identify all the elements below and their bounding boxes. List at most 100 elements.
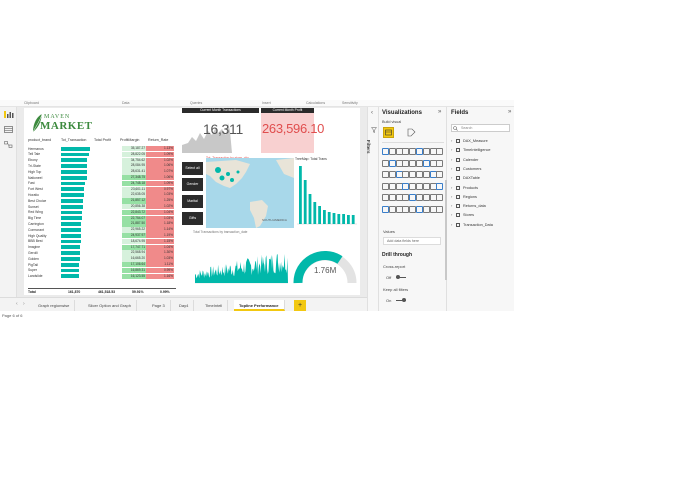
build-visual-icon[interactable]: [383, 127, 394, 138]
visual-type-icon[interactable]: [422, 205, 430, 213]
visual-type-icon[interactable]: [416, 182, 423, 190]
visual-type-icon[interactable]: [436, 182, 444, 190]
brand-bar[interactable]: [313, 202, 317, 224]
brand-bar[interactable]: [347, 215, 350, 224]
table-row[interactable]: Big Time 22,754.07 1.03%: [28, 215, 176, 221]
table-row[interactable]: Best Choice 21,857.12 1.25%: [28, 198, 176, 204]
visual-type-icon[interactable]: [429, 182, 437, 190]
chevron-right-icon[interactable]: ›: [451, 175, 453, 181]
chevron-right-icon[interactable]: ›: [451, 203, 453, 209]
tab-slicer-option[interactable]: Slicer Option and Graph: [83, 300, 137, 311]
brand-bar[interactable]: [351, 215, 355, 224]
slicer-gifts-button[interactable]: Gifts: [182, 212, 203, 225]
tab-next-icon[interactable]: ›: [23, 301, 25, 307]
cross-report-toggle[interactable]: [396, 275, 406, 279]
visual-type-icon[interactable]: [436, 205, 444, 213]
field-table-item[interactable]: › Customers: [451, 166, 511, 172]
table-row[interactable]: Fast 24,748.18 1.09%: [28, 180, 176, 187]
column-header[interactable]: ProfitMargin: [120, 138, 140, 142]
table-row[interactable]: Golden 16,665.20 1.03%: [28, 256, 176, 262]
visual-type-icon[interactable]: [422, 159, 430, 167]
visual-type-icon[interactable]: [402, 171, 410, 178]
tab-timeintell[interactable]: TimeIntell: [200, 300, 229, 311]
tab-topline-performance[interactable]: Topline Performance: [234, 300, 285, 311]
visual-type-icon[interactable]: [382, 171, 389, 178]
column-header[interactable]: product_brand: [28, 138, 52, 142]
brand-bar-chart[interactable]: [295, 162, 359, 230]
table-view-icon[interactable]: [4, 126, 13, 133]
visual-type-icon[interactable]: [422, 194, 430, 201]
chevron-right-icon[interactable]: ›: [451, 193, 453, 199]
visual-type-icon[interactable]: [382, 194, 389, 201]
chevron-right-icon[interactable]: ›: [451, 147, 453, 153]
field-table-item[interactable]: › Products: [451, 185, 511, 191]
table-row[interactable]: High Quality 24,937.97 1.19%: [28, 233, 176, 239]
field-table-item[interactable]: › Transaction_Data: [451, 222, 511, 228]
visual-type-icon[interactable]: [436, 159, 444, 167]
field-table-item[interactable]: › Stores: [451, 212, 511, 218]
chevron-right-icon[interactable]: ›: [451, 138, 453, 143]
visual-type-icon[interactable]: [429, 194, 437, 201]
field-table-item[interactable]: › Calender: [451, 157, 511, 163]
visual-type-icon[interactable]: [409, 171, 417, 178]
brand-bar[interactable]: [332, 213, 336, 224]
field-table-item[interactable]: › Regions: [451, 194, 511, 200]
keep-filters-toggle[interactable]: [396, 298, 406, 302]
table-row[interactable]: Imagine 17,747.71 1.04%: [28, 244, 176, 250]
brand-bar[interactable]: [342, 214, 345, 224]
visual-type-icon[interactable]: [402, 194, 410, 201]
visual-type-icon[interactable]: [422, 171, 430, 178]
visual-type-icon[interactable]: [382, 182, 389, 190]
visual-type-icon[interactable]: [388, 194, 396, 201]
brand-bar[interactable]: [303, 180, 307, 224]
visual-type-icon[interactable]: [429, 171, 437, 178]
table-row[interactable]: Carrington 21,887.50 1.18%: [28, 221, 176, 227]
collapse-visualizations-icon[interactable]: »: [438, 109, 442, 115]
visual-type-icon[interactable]: [436, 148, 444, 155]
visual-type-icon[interactable]: [416, 148, 423, 155]
visual-type-icon[interactable]: [402, 205, 410, 213]
brand-bar[interactable]: [337, 214, 341, 224]
visual-type-icon[interactable]: [382, 148, 389, 155]
visual-type-icon[interactable]: [409, 182, 417, 190]
add-page-button[interactable]: +: [294, 300, 306, 311]
chevron-right-icon[interactable]: ›: [451, 184, 453, 190]
fields-search-input[interactable]: Search: [451, 124, 510, 132]
visual-type-icon[interactable]: [388, 171, 396, 178]
column-header[interactable]: Total Profit: [94, 138, 111, 142]
visual-type-icon[interactable]: [402, 159, 410, 167]
column-header[interactable]: Tot_Transaction: [61, 138, 87, 142]
brand-table[interactable]: product_brand Tot_Transaction Total Prof…: [28, 138, 176, 294]
visual-type-icon[interactable]: [388, 159, 396, 167]
tab-graph-regionwise[interactable]: Graph regionwise: [33, 300, 76, 311]
transactions-timeseries[interactable]: [193, 233, 290, 288]
model-view-icon[interactable]: [4, 141, 13, 148]
visual-type-icon[interactable]: [395, 159, 403, 167]
visual-type-icon[interactable]: [422, 148, 430, 155]
collapse-filters-icon[interactable]: ‹: [371, 110, 373, 116]
visual-type-icon[interactable]: [382, 159, 389, 167]
visual-type-icon[interactable]: [429, 148, 437, 155]
table-row[interactable]: Hermanos 35,187.27 1.13%: [28, 146, 176, 152]
table-row[interactable]: Landslide 16,123.55 1.16%: [28, 273, 176, 279]
table-row[interactable]: Super 16,869.31 0.99%: [28, 267, 176, 274]
chevron-right-icon[interactable]: ›: [451, 156, 453, 162]
table-row[interactable]: High Top 28,631.41 1.07%: [28, 169, 176, 175]
brand-bar[interactable]: [299, 166, 302, 224]
table-row[interactable]: Horatio 22,635.05 1.03%: [28, 192, 176, 198]
field-table-item[interactable]: › TimeIntelligence: [451, 147, 511, 153]
table-row[interactable]: Ebony 34,754.62 1.02%: [28, 157, 176, 163]
slicer-gender-button[interactable]: Gender: [182, 178, 203, 191]
table-row[interactable]: Cormorant 22,965.22 1.14%: [28, 227, 176, 233]
column-header[interactable]: Return_Rate: [148, 138, 169, 142]
chevron-right-icon[interactable]: ›: [451, 221, 453, 227]
table-row[interactable]: Tri-State 28,084.95 1.06%: [28, 163, 176, 169]
visual-type-icon[interactable]: [382, 205, 389, 213]
visual-type-icon[interactable]: [409, 205, 417, 213]
tab-prev-icon[interactable]: ‹: [16, 301, 18, 307]
table-row[interactable]: BBB Best 18,674.95 1.15%: [28, 238, 176, 245]
field-table-item[interactable]: › DAXTable: [451, 175, 511, 181]
tab-page-3[interactable]: Page 3: [147, 300, 171, 311]
visual-type-icon[interactable]: [395, 148, 403, 155]
visual-type-icon[interactable]: [409, 148, 417, 155]
